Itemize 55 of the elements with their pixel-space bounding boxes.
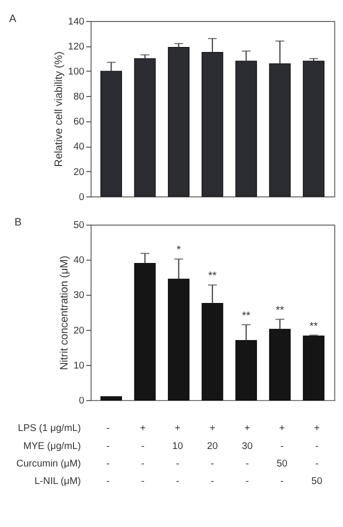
text: + — [244, 423, 250, 434]
text: - — [106, 476, 110, 487]
text: - — [106, 440, 110, 452]
text: - — [141, 440, 144, 452]
y-tick-label: 20 — [73, 166, 85, 178]
text: - — [315, 440, 318, 452]
text: - — [106, 423, 110, 434]
y-tick-label: 80 — [73, 92, 85, 103]
text: + — [210, 423, 216, 434]
text: - — [176, 476, 180, 487]
text: - — [315, 458, 318, 470]
y-tick-label: 0 — [78, 395, 85, 406]
text: - — [280, 440, 284, 452]
text: - — [246, 458, 249, 470]
text: MYE (μg/mL) — [23, 440, 81, 452]
y-tick-label: 100 — [68, 66, 85, 78]
text: 30 — [242, 440, 254, 452]
text: - — [280, 476, 284, 487]
text: 20 — [207, 440, 218, 452]
data-label: ** — [276, 304, 284, 317]
data-label: ** — [242, 310, 250, 322]
y-axis-title: Nitrit concentration (μM) — [58, 256, 71, 370]
text: LPS (1 μg/mL) — [18, 423, 81, 434]
text: - — [246, 476, 249, 487]
text: - — [210, 476, 214, 487]
text: Curcumin (μM) — [16, 458, 81, 470]
y-tick-label: 10 — [73, 360, 85, 372]
y-tick-label: 30 — [73, 290, 85, 302]
y-tick-label: 40 — [73, 255, 85, 266]
data-label: ** — [208, 270, 217, 282]
text: + — [140, 423, 146, 434]
text: 10 — [172, 440, 184, 452]
text: + — [174, 423, 181, 434]
text: + — [279, 423, 286, 434]
y-tick-label: 140 — [68, 16, 85, 28]
y-tick-label: 0 — [78, 192, 85, 203]
y-tick-label: 50 — [73, 220, 85, 232]
y-tick-label: 60 — [73, 116, 85, 128]
y-tick-label: 40 — [73, 142, 85, 153]
text: - — [141, 458, 144, 470]
data-label: ** — [309, 320, 318, 332]
text: - — [141, 476, 144, 487]
chart-title: A — [9, 12, 18, 25]
data-label: * — [176, 244, 181, 256]
chart-title: B — [14, 216, 22, 229]
text: - — [106, 458, 110, 470]
y-tick-label: 120 — [68, 41, 85, 52]
text: + — [314, 423, 320, 434]
text: 50 — [311, 476, 323, 487]
y-axis-title: Relative cell viability (%) — [53, 52, 66, 167]
text: 50 — [276, 458, 288, 470]
text: L-NIL (μM) — [34, 476, 81, 487]
text: - — [176, 458, 180, 470]
text: - — [210, 458, 214, 470]
y-tick-label: 20 — [73, 325, 85, 336]
